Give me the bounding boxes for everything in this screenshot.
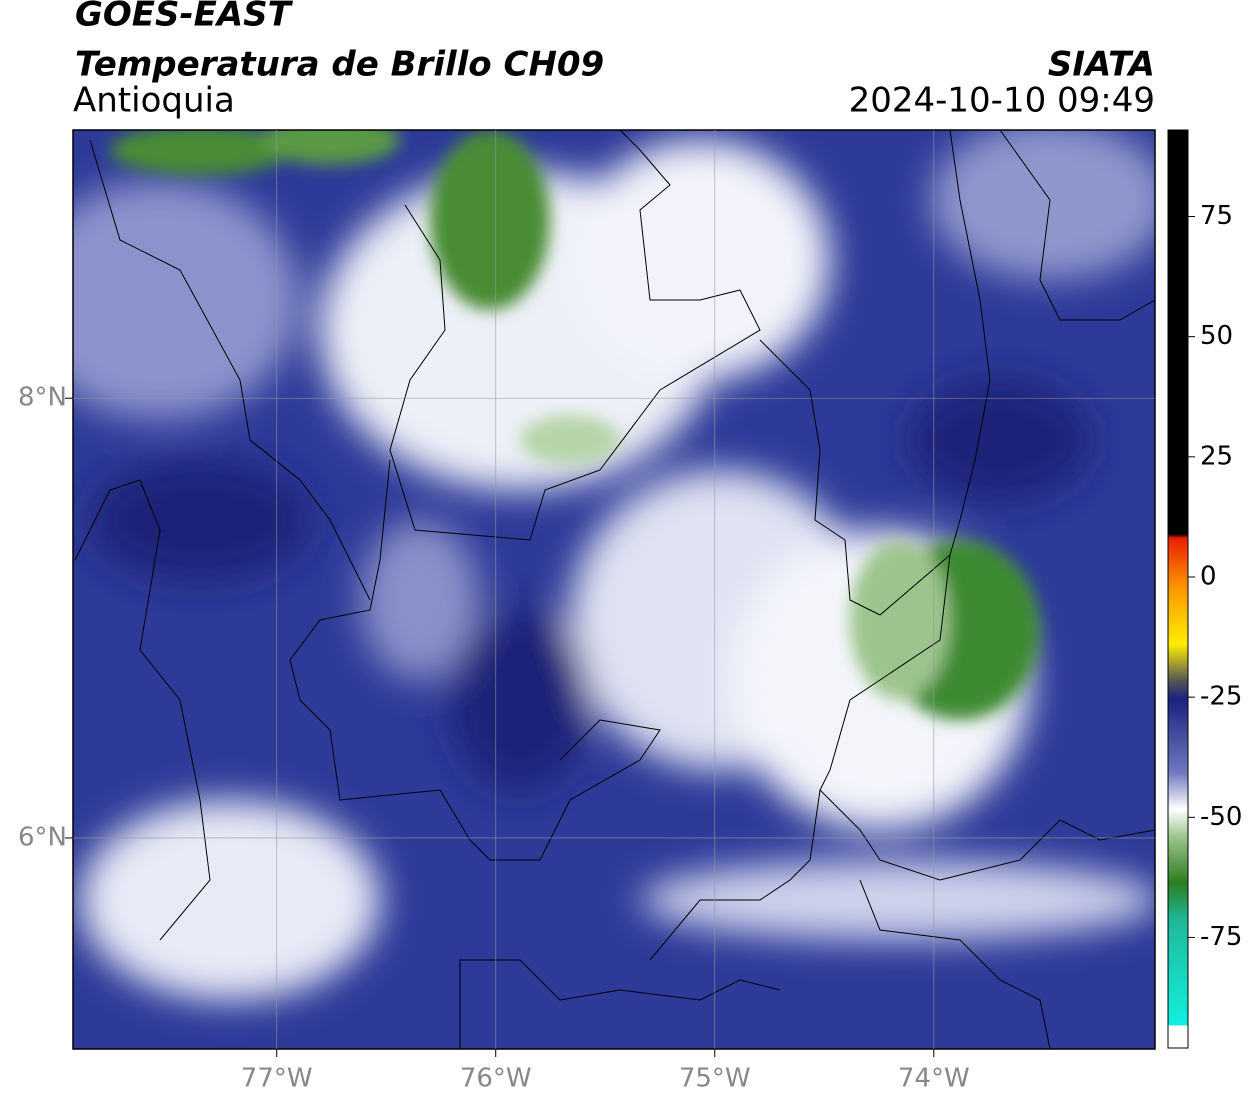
x-tick-label: 74°W (898, 1064, 970, 1094)
colorbar-tick-label: -25 (1200, 682, 1242, 712)
colorbar-tick-label: -75 (1200, 922, 1242, 952)
colorbar-tick-label: 75 (1200, 201, 1233, 231)
region: Antioquia (73, 81, 235, 121)
x-tick-label: 75°W (679, 1064, 751, 1094)
subtitle: Temperatura de Brillo CH09 (75, 45, 604, 85)
y-tick-label: 6°N (18, 822, 67, 852)
colorbar-tick-label: -50 (1200, 802, 1242, 832)
colorbar (1167, 129, 1189, 1049)
title: GOES-EAST (75, 0, 294, 35)
colorbar-tick-label: 0 (1200, 561, 1217, 591)
colorbar-tick-label: 25 (1200, 441, 1233, 471)
borders (74, 130, 1155, 1049)
x-tick-label: 77°W (241, 1064, 313, 1094)
timestamp: 2024-10-10 09:49 (849, 81, 1155, 121)
map-frame (72, 129, 1156, 1050)
x-tick-label: 76°W (460, 1064, 532, 1094)
colorbar-tick-label: 50 (1200, 321, 1233, 351)
source: SIATA (1048, 45, 1155, 85)
satellite-image (73, 130, 1155, 1049)
y-tick-label: 8°N (18, 383, 67, 413)
